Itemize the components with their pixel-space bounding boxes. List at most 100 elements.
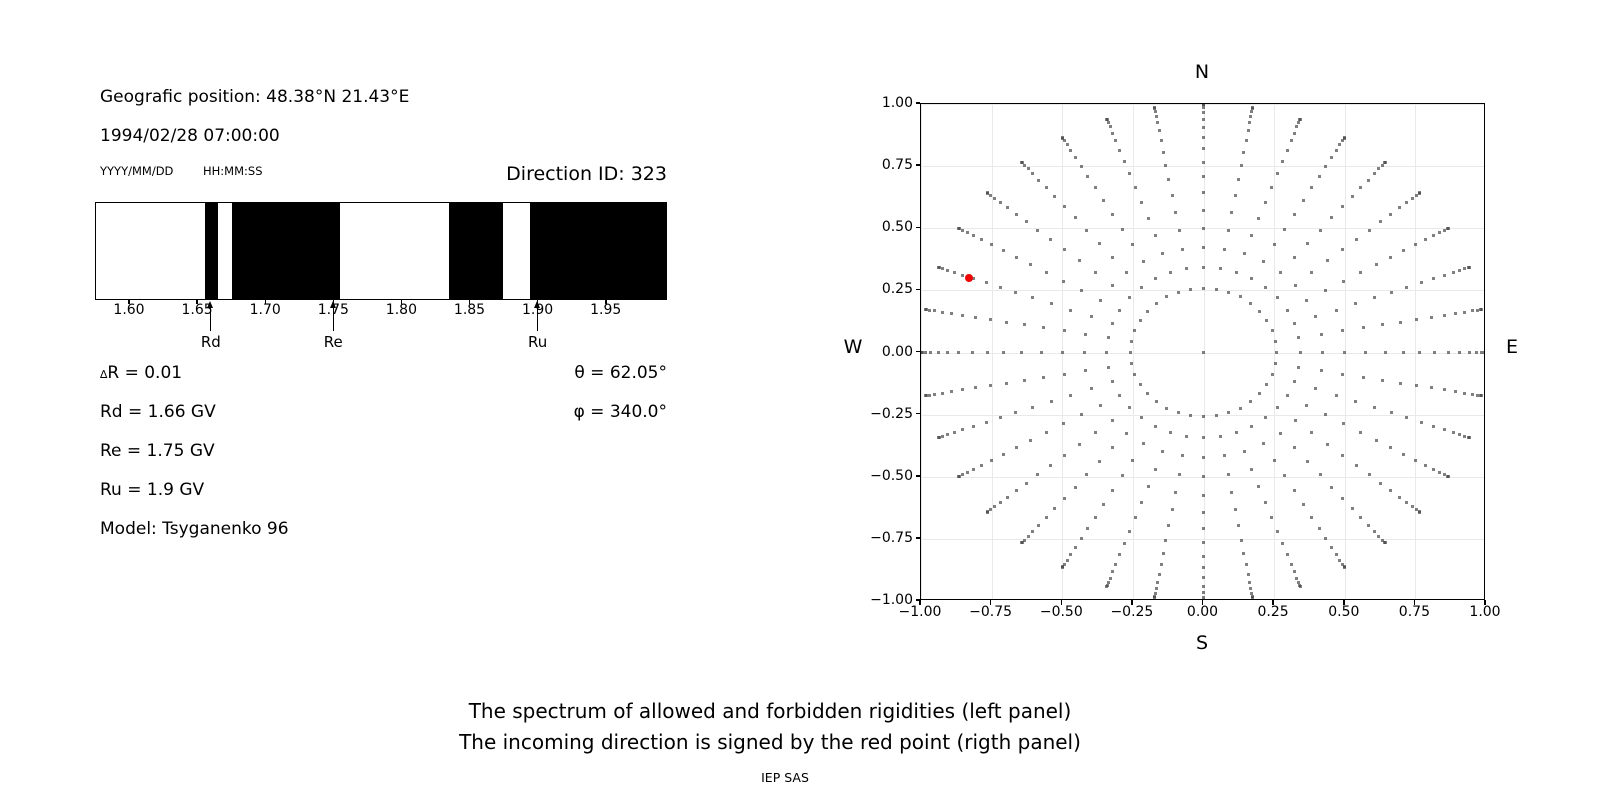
grid-dot — [1379, 220, 1383, 224]
grid-dot — [1285, 553, 1289, 557]
credit-label: IEP SAS — [761, 770, 809, 785]
grid-dot — [1170, 508, 1174, 512]
grid-dot — [1298, 584, 1302, 588]
grid-dot — [1026, 534, 1030, 538]
grid-dot — [1334, 393, 1338, 397]
grid-dot — [1202, 475, 1205, 479]
grid-dot — [961, 228, 965, 232]
grid-dot — [1218, 434, 1222, 438]
grid-dot — [1298, 117, 1302, 121]
grid-dot — [1181, 454, 1185, 458]
grid-dot — [1202, 147, 1205, 151]
grid-dot — [974, 315, 978, 319]
grid-dot — [1202, 554, 1205, 558]
grid-dot — [1341, 139, 1345, 143]
marker-arrow-shaft — [332, 307, 334, 331]
grid-dot — [1069, 148, 1073, 152]
grid-dot — [1122, 542, 1126, 546]
marker-arrow-head — [207, 301, 214, 308]
grid-dot — [1062, 329, 1066, 333]
grid-dot — [1341, 205, 1345, 209]
grid-dot — [1014, 212, 1018, 216]
grid-dot — [1122, 159, 1126, 163]
grid-dot — [1270, 185, 1274, 189]
grid-dot — [1306, 241, 1310, 245]
time-format-label: HH:MM:SS — [203, 164, 263, 178]
x-tick-label: 1.00 — [1469, 604, 1501, 620]
grid-dot — [1250, 424, 1254, 428]
grid-dot — [993, 505, 996, 509]
y-tick-mark — [915, 412, 920, 415]
grid-dot — [1330, 216, 1334, 220]
grid-dot — [1044, 430, 1048, 434]
grid-dot — [1233, 193, 1237, 197]
grid-dot — [1029, 438, 1032, 442]
grid-dot — [1073, 216, 1077, 220]
grid-dot — [1354, 302, 1358, 306]
grid-dot — [1295, 125, 1299, 129]
grid-dot — [1155, 400, 1158, 404]
grid-dot — [1152, 106, 1156, 110]
grid-dot — [1111, 489, 1115, 493]
grid-dot — [1297, 365, 1301, 369]
grid-dot — [1354, 399, 1358, 403]
grid-dot — [940, 391, 944, 395]
grid-dot — [1281, 159, 1285, 163]
grid-dot — [1341, 372, 1345, 376]
grid-dot — [1467, 436, 1471, 439]
grid-dot — [1102, 198, 1106, 202]
grid-dot — [1202, 106, 1205, 110]
grid-dot — [936, 351, 940, 354]
grid-dot — [1413, 243, 1417, 247]
grid-dot — [1485, 351, 1486, 354]
grid-dot — [1451, 271, 1455, 275]
grid-dot — [1239, 163, 1243, 167]
grid-dot — [928, 308, 931, 312]
grid-dot — [1380, 163, 1384, 167]
grid-dot — [1133, 516, 1137, 520]
grid-dot — [1023, 378, 1027, 382]
grid-dot — [1324, 413, 1328, 417]
grid-dot — [1361, 375, 1365, 379]
grid-dot — [980, 238, 984, 242]
grid-dot — [1258, 309, 1261, 313]
x-tick-label: −0.50 — [1039, 604, 1083, 620]
grid-dot — [1165, 406, 1169, 410]
grid-dot — [949, 311, 953, 315]
marker-arrow-head — [534, 301, 541, 308]
marker-label: Ru — [527, 333, 548, 351]
grid-dot — [1401, 351, 1405, 354]
grid-dot — [1246, 129, 1250, 133]
grid-dot — [1442, 313, 1446, 317]
grid-dot — [1202, 436, 1205, 439]
grid-dot — [998, 285, 1002, 289]
spectrum-tick-label: 1.85 — [453, 302, 486, 318]
spectrum-tick-label: 1.60 — [113, 302, 145, 318]
grid-dot — [1250, 110, 1254, 113]
grid-dot — [1367, 228, 1371, 232]
y-tick-label: 0.00 — [881, 343, 913, 360]
grid-line-vertical — [1274, 104, 1276, 599]
grid-dot — [1202, 591, 1205, 594]
grid-dot — [1020, 351, 1024, 354]
y-tick-mark — [915, 288, 920, 291]
grid-dot — [1023, 538, 1027, 542]
grid-dot — [1251, 106, 1255, 110]
grid-dot — [1001, 249, 1005, 253]
grid-dot — [1359, 515, 1363, 519]
grid-dot — [957, 226, 961, 230]
grid-dot — [1142, 260, 1146, 263]
grid-dot — [1418, 510, 1422, 514]
grid-dot — [1154, 114, 1158, 118]
grid-dot — [1125, 270, 1129, 274]
grid-dot — [1458, 433, 1462, 437]
grid-dot — [1169, 430, 1172, 434]
grid-dot — [1326, 259, 1330, 263]
grid-dot — [940, 310, 944, 314]
grid-dot — [1367, 473, 1371, 477]
grid-dot — [1442, 428, 1446, 431]
grid-dot — [1202, 117, 1205, 121]
grid-dot — [1470, 392, 1474, 396]
phi-label: φ = 340.0° — [573, 402, 667, 422]
